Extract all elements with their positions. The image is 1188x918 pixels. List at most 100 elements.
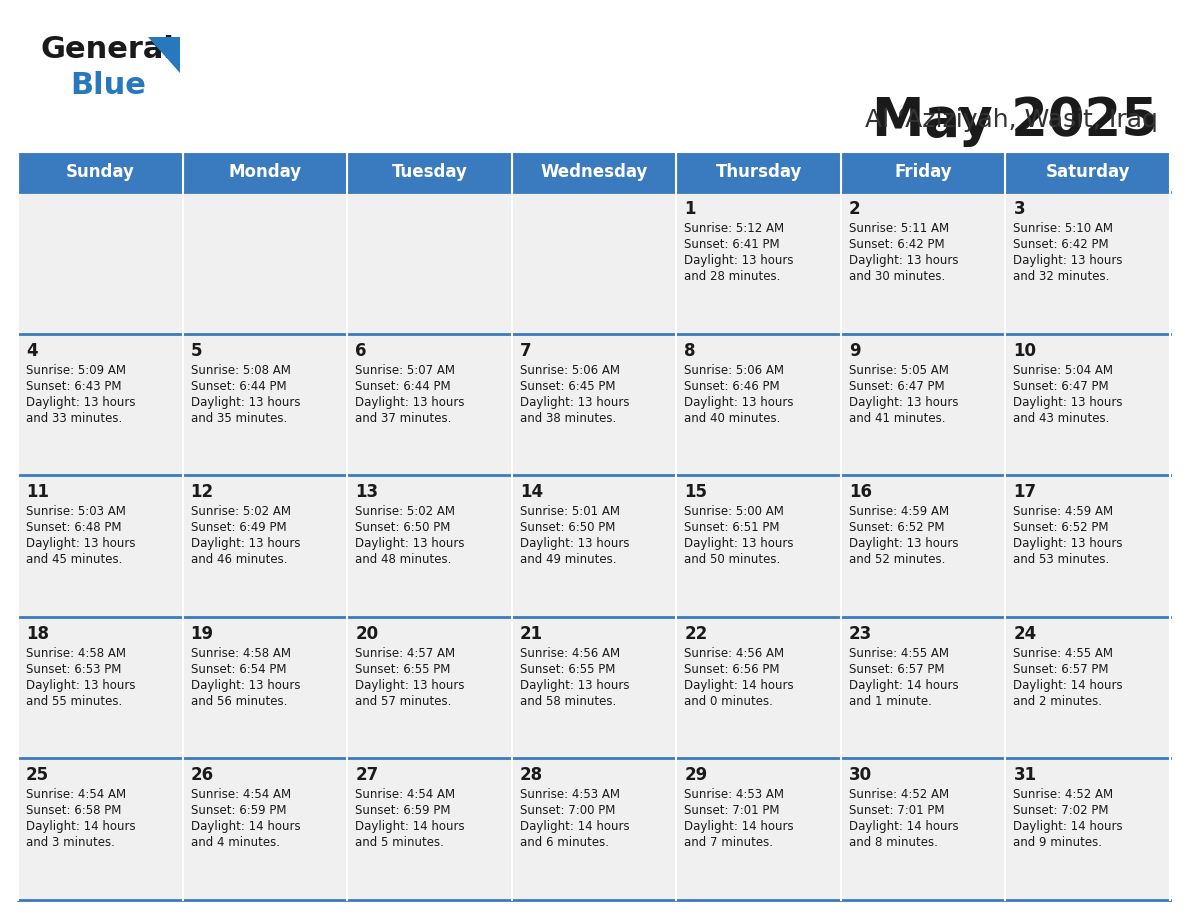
- Text: Sunset: 6:53 PM: Sunset: 6:53 PM: [26, 663, 121, 676]
- FancyBboxPatch shape: [347, 333, 512, 476]
- Text: Sunset: 6:41 PM: Sunset: 6:41 PM: [684, 238, 779, 251]
- FancyBboxPatch shape: [347, 758, 512, 900]
- Text: Sunset: 7:00 PM: Sunset: 7:00 PM: [519, 804, 615, 817]
- Text: Sunrise: 5:03 AM: Sunrise: 5:03 AM: [26, 505, 126, 518]
- Text: 21: 21: [519, 625, 543, 643]
- Text: 1: 1: [684, 200, 696, 218]
- Polygon shape: [148, 37, 181, 73]
- Text: Sunset: 6:45 PM: Sunset: 6:45 PM: [519, 380, 615, 393]
- Text: Daylight: 14 hours: Daylight: 14 hours: [684, 678, 794, 692]
- FancyBboxPatch shape: [676, 152, 841, 192]
- Text: and 46 minutes.: and 46 minutes.: [190, 554, 287, 566]
- Text: Tuesday: Tuesday: [392, 163, 467, 181]
- Text: Sunrise: 4:59 AM: Sunrise: 4:59 AM: [1013, 505, 1113, 518]
- Text: and 53 minutes.: and 53 minutes.: [1013, 554, 1110, 566]
- Text: Daylight: 14 hours: Daylight: 14 hours: [26, 821, 135, 834]
- Text: and 0 minutes.: and 0 minutes.: [684, 695, 773, 708]
- Text: Sunrise: 4:56 AM: Sunrise: 4:56 AM: [519, 647, 620, 660]
- FancyBboxPatch shape: [18, 333, 183, 476]
- Text: and 30 minutes.: and 30 minutes.: [849, 270, 946, 283]
- Text: and 57 minutes.: and 57 minutes.: [355, 695, 451, 708]
- Text: Daylight: 13 hours: Daylight: 13 hours: [190, 396, 301, 409]
- Text: Sunrise: 5:10 AM: Sunrise: 5:10 AM: [1013, 222, 1113, 235]
- Text: Sunset: 6:54 PM: Sunset: 6:54 PM: [190, 663, 286, 676]
- Text: 28: 28: [519, 767, 543, 784]
- Text: Sunrise: 4:52 AM: Sunrise: 4:52 AM: [849, 789, 949, 801]
- Text: Sunset: 7:01 PM: Sunset: 7:01 PM: [684, 804, 779, 817]
- Text: and 38 minutes.: and 38 minutes.: [519, 411, 615, 425]
- FancyBboxPatch shape: [1005, 617, 1170, 758]
- FancyBboxPatch shape: [183, 333, 347, 476]
- FancyBboxPatch shape: [18, 758, 183, 900]
- Text: 3: 3: [1013, 200, 1025, 218]
- Text: Sunset: 7:02 PM: Sunset: 7:02 PM: [1013, 804, 1108, 817]
- Text: 6: 6: [355, 341, 367, 360]
- FancyBboxPatch shape: [183, 152, 347, 192]
- Text: Daylight: 13 hours: Daylight: 13 hours: [26, 537, 135, 550]
- FancyBboxPatch shape: [1005, 476, 1170, 617]
- Text: Sunset: 6:57 PM: Sunset: 6:57 PM: [849, 663, 944, 676]
- Text: Sunrise: 4:54 AM: Sunrise: 4:54 AM: [190, 789, 291, 801]
- Text: Daylight: 13 hours: Daylight: 13 hours: [190, 537, 301, 550]
- Text: 18: 18: [26, 625, 49, 643]
- FancyBboxPatch shape: [676, 617, 841, 758]
- Text: Daylight: 13 hours: Daylight: 13 hours: [355, 678, 465, 692]
- Text: Sunrise: 4:57 AM: Sunrise: 4:57 AM: [355, 647, 455, 660]
- Text: Daylight: 13 hours: Daylight: 13 hours: [849, 396, 959, 409]
- FancyBboxPatch shape: [676, 192, 841, 333]
- FancyBboxPatch shape: [841, 333, 1005, 476]
- Text: Sunset: 6:43 PM: Sunset: 6:43 PM: [26, 380, 121, 393]
- Text: Daylight: 13 hours: Daylight: 13 hours: [1013, 254, 1123, 267]
- FancyBboxPatch shape: [347, 476, 512, 617]
- Text: Daylight: 14 hours: Daylight: 14 hours: [684, 821, 794, 834]
- Text: 10: 10: [1013, 341, 1036, 360]
- Text: Sunset: 6:49 PM: Sunset: 6:49 PM: [190, 521, 286, 534]
- Text: and 52 minutes.: and 52 minutes.: [849, 554, 946, 566]
- Text: Sunrise: 4:58 AM: Sunrise: 4:58 AM: [26, 647, 126, 660]
- Text: Daylight: 13 hours: Daylight: 13 hours: [519, 678, 630, 692]
- Text: Sunrise: 4:53 AM: Sunrise: 4:53 AM: [684, 789, 784, 801]
- Text: Sunrise: 5:05 AM: Sunrise: 5:05 AM: [849, 364, 949, 376]
- Text: and 55 minutes.: and 55 minutes.: [26, 695, 122, 708]
- Text: Sunrise: 5:02 AM: Sunrise: 5:02 AM: [190, 505, 291, 518]
- Text: Sunset: 6:42 PM: Sunset: 6:42 PM: [849, 238, 944, 251]
- FancyBboxPatch shape: [18, 617, 183, 758]
- FancyBboxPatch shape: [18, 192, 183, 333]
- Text: 26: 26: [190, 767, 214, 784]
- Text: and 56 minutes.: and 56 minutes.: [190, 695, 287, 708]
- Text: and 48 minutes.: and 48 minutes.: [355, 554, 451, 566]
- Text: and 43 minutes.: and 43 minutes.: [1013, 411, 1110, 425]
- Text: 16: 16: [849, 483, 872, 501]
- Text: and 8 minutes.: and 8 minutes.: [849, 836, 937, 849]
- Text: 2: 2: [849, 200, 860, 218]
- FancyBboxPatch shape: [347, 617, 512, 758]
- Text: and 4 minutes.: and 4 minutes.: [190, 836, 279, 849]
- Text: Daylight: 14 hours: Daylight: 14 hours: [1013, 821, 1123, 834]
- Text: Daylight: 14 hours: Daylight: 14 hours: [849, 678, 959, 692]
- Text: Sunset: 6:50 PM: Sunset: 6:50 PM: [519, 521, 615, 534]
- FancyBboxPatch shape: [1005, 192, 1170, 333]
- Text: Sunset: 6:47 PM: Sunset: 6:47 PM: [849, 380, 944, 393]
- Text: Sunset: 6:55 PM: Sunset: 6:55 PM: [355, 663, 450, 676]
- Text: 12: 12: [190, 483, 214, 501]
- Text: Daylight: 13 hours: Daylight: 13 hours: [1013, 537, 1123, 550]
- FancyBboxPatch shape: [841, 152, 1005, 192]
- Text: Sunset: 6:51 PM: Sunset: 6:51 PM: [684, 521, 779, 534]
- Text: 29: 29: [684, 767, 708, 784]
- Text: and 32 minutes.: and 32 minutes.: [1013, 270, 1110, 283]
- FancyBboxPatch shape: [1005, 758, 1170, 900]
- Text: and 37 minutes.: and 37 minutes.: [355, 411, 451, 425]
- FancyBboxPatch shape: [512, 758, 676, 900]
- Text: and 3 minutes.: and 3 minutes.: [26, 836, 115, 849]
- Text: Sunrise: 4:53 AM: Sunrise: 4:53 AM: [519, 789, 620, 801]
- FancyBboxPatch shape: [512, 476, 676, 617]
- Text: 4: 4: [26, 341, 38, 360]
- Text: 7: 7: [519, 341, 531, 360]
- FancyBboxPatch shape: [676, 476, 841, 617]
- Text: 27: 27: [355, 767, 379, 784]
- FancyBboxPatch shape: [183, 617, 347, 758]
- Text: Sunset: 6:52 PM: Sunset: 6:52 PM: [849, 521, 944, 534]
- Text: Daylight: 13 hours: Daylight: 13 hours: [849, 254, 959, 267]
- Text: Sunset: 6:59 PM: Sunset: 6:59 PM: [190, 804, 286, 817]
- Text: Sunset: 6:50 PM: Sunset: 6:50 PM: [355, 521, 450, 534]
